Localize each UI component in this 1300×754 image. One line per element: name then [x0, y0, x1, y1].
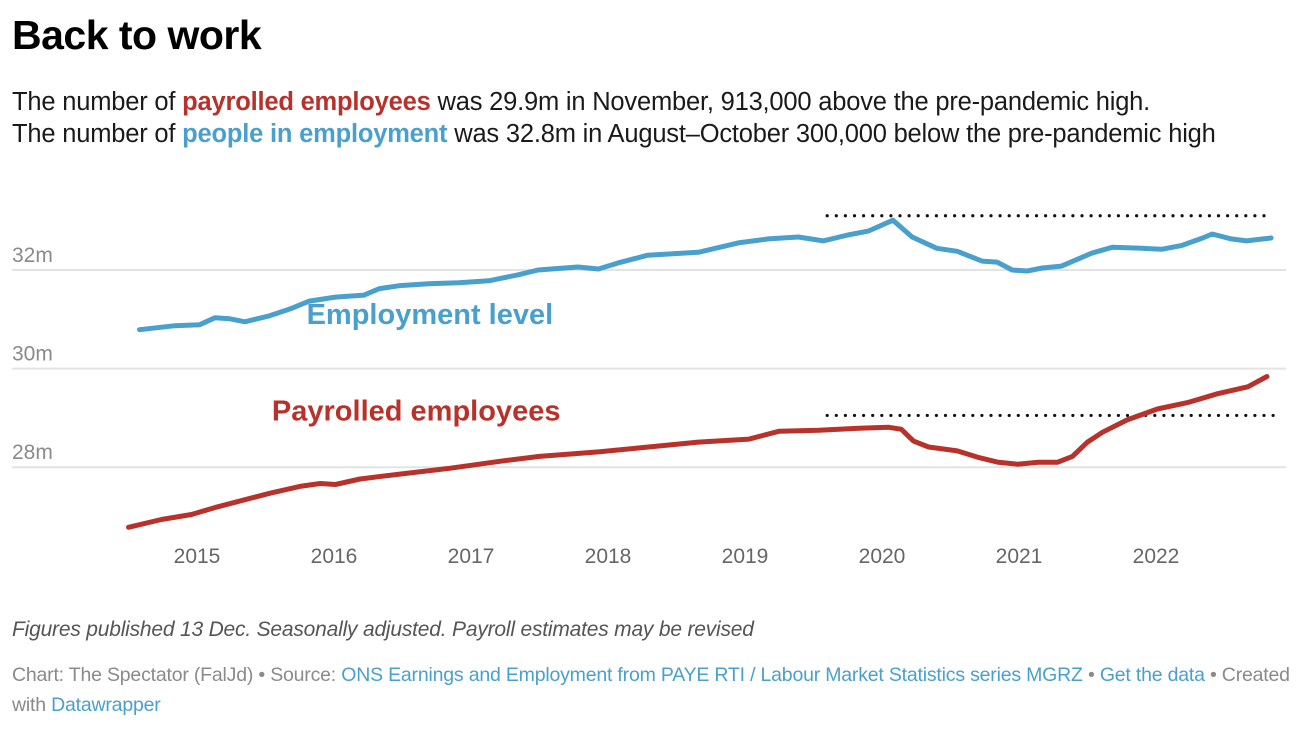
- employment-highlight: people in employment: [182, 120, 448, 148]
- x-tick-label: 2019: [722, 545, 769, 568]
- credit-text: Chart: The Spectator (FalJd) • Source:: [12, 664, 342, 686]
- x-axis-labels: 2015 2016 2017 2018 2019 2020 2021 2022: [174, 545, 1180, 568]
- reference-lines: [825, 214, 1281, 418]
- x-tick-label: 2020: [859, 545, 906, 568]
- chart-notes: Figures published 13 Dec. Seasonally adj…: [12, 618, 754, 641]
- y-tick-label: 32m: [12, 244, 53, 267]
- desc-text: was 29.9m in November, 913,000 above the…: [430, 88, 1151, 116]
- created-with-text: • Created with: [12, 664, 1290, 716]
- desc-text: was 32.8m in August–October 300,000 belo…: [447, 120, 1216, 148]
- x-tick-label: 2017: [448, 545, 495, 568]
- separator: •: [1082, 664, 1100, 686]
- series-label-payroll: Payrolled employees: [272, 395, 561, 427]
- x-tick-label: 2021: [996, 545, 1043, 568]
- chart-title: Back to work: [12, 12, 262, 58]
- x-tick-label: 2015: [174, 545, 221, 568]
- description-line-payroll: The number of payrolled employees was 29…: [12, 86, 1292, 118]
- desc-text: The number of: [12, 120, 183, 148]
- x-tick-label: 2022: [1133, 545, 1180, 568]
- datawrapper-link[interactable]: Datawrapper: [51, 694, 161, 716]
- annotations: Employment level Payrolled employees: [272, 299, 561, 427]
- series-line-payroll: [126, 374, 1270, 530]
- chart-footer: Chart: The Spectator (FalJd) • Source: O…: [12, 660, 1297, 720]
- description-line-employment: The number of people in employment was 3…: [12, 118, 1292, 150]
- x-tick-label: 2018: [585, 545, 632, 568]
- series-lines: [126, 217, 1274, 530]
- x-tick-label: 2016: [311, 545, 358, 568]
- y-axis-labels: 32m 30m 28m: [12, 244, 53, 464]
- chart-description: The number of payrolled employees was 29…: [12, 86, 1292, 150]
- y-tick-label: 28m: [12, 441, 53, 464]
- payroll-highlight: payrolled employees: [182, 88, 431, 116]
- get-data-link[interactable]: Get the data: [1099, 664, 1205, 686]
- series-label-employment: Employment level: [307, 299, 554, 331]
- y-tick-label: 30m: [12, 343, 53, 366]
- gridlines: [12, 269, 1286, 469]
- series-line-employment: [137, 217, 1274, 333]
- source-link[interactable]: ONS Earnings and Employment from PAYE RT…: [341, 664, 1083, 686]
- desc-text: The number of: [12, 88, 183, 116]
